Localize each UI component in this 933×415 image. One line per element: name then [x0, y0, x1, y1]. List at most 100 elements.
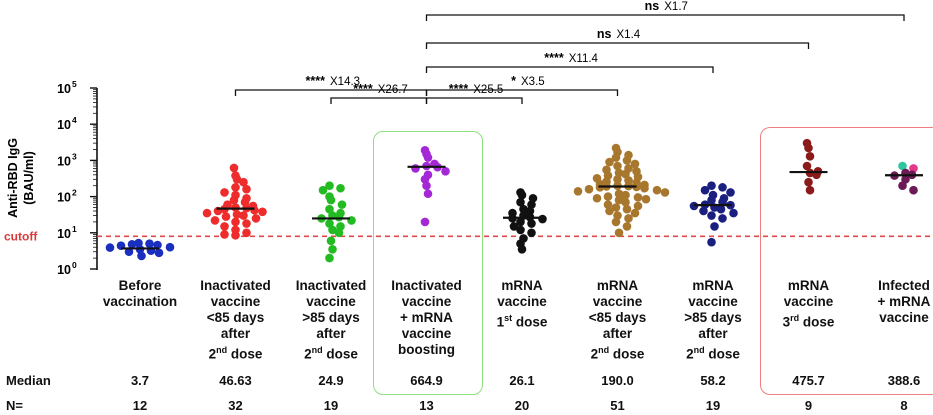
data-point [220, 230, 229, 239]
data-point [337, 200, 347, 209]
data-point [250, 205, 259, 215]
data-point [239, 211, 248, 220]
fold-change-label: X11.4 [569, 53, 599, 65]
data-point [718, 214, 727, 223]
data-point [621, 169, 630, 179]
data-point [726, 188, 735, 197]
data-point [527, 228, 536, 238]
n-value: 19 [323, 398, 339, 413]
significance-label: **** [449, 82, 469, 96]
category-label: mRNA vaccine <85 days after 2nd dose [588, 278, 647, 362]
data-point [527, 219, 536, 228]
data-point [325, 181, 334, 191]
data-point [334, 212, 344, 222]
median-value: 190.0 [601, 373, 634, 388]
data-point [621, 197, 630, 207]
median-value: 58.2 [700, 373, 726, 388]
comparison-bracket [425, 66, 714, 73]
data-point [630, 208, 640, 218]
data-point [258, 207, 267, 217]
y-axis-title: Anti-RBD IgG [6, 138, 20, 218]
data-point [516, 225, 525, 235]
data-point [231, 231, 240, 240]
n-value: 19 [705, 398, 721, 413]
n-value: 13 [419, 398, 434, 413]
n-value: 20 [514, 398, 530, 413]
data-point [707, 211, 716, 220]
median-value: 26.1 [509, 373, 535, 388]
data-point [613, 161, 622, 171]
data-point [614, 195, 624, 205]
y-tick-exponent: 3 [72, 151, 77, 161]
significance-label: * [511, 74, 516, 88]
data-point [229, 163, 239, 173]
data-point [707, 181, 716, 191]
data-point [517, 190, 527, 200]
n-value: 8 [900, 398, 908, 413]
y-tick-label: 10 [57, 118, 71, 132]
data-point [232, 175, 242, 184]
data-point [220, 188, 229, 197]
data-point [614, 228, 624, 238]
median-value: 3.7 [130, 373, 150, 388]
data-point [221, 212, 231, 221]
fold-change-label: X1.4 [617, 29, 641, 41]
data-point [325, 253, 334, 263]
y-tick-exponent: 1 [72, 224, 77, 234]
y-tick-label: 10 [57, 191, 71, 205]
y-tick-label: 10 [57, 82, 71, 96]
data-point [242, 184, 251, 194]
n-value: 51 [610, 398, 625, 413]
data-point [334, 228, 344, 238]
data-point [573, 187, 583, 196]
data-point [124, 247, 134, 257]
category-label: Infected + mRNA vaccine [877, 278, 931, 325]
data-point [729, 208, 738, 218]
data-point [611, 153, 621, 162]
data-point [603, 192, 613, 201]
data-point [231, 217, 240, 227]
data-point [605, 206, 614, 216]
median-value: 388.6 [887, 373, 921, 388]
data-point [325, 219, 334, 228]
n-value: 12 [132, 398, 148, 413]
significance-label: ns [645, 0, 660, 13]
cutoff-label: cutoff [4, 229, 38, 243]
highlight-box-inactivated-boost [373, 131, 483, 395]
data-point [613, 175, 622, 184]
y-tick-label: 10 [57, 263, 71, 277]
data-point [229, 195, 239, 205]
data-point [584, 184, 594, 194]
fold-change-label: X25.5 [473, 84, 503, 96]
fold-change-label: X14.3 [330, 76, 360, 88]
data-point [621, 190, 630, 200]
data-point [640, 183, 649, 193]
data-point [901, 175, 910, 184]
data-point [516, 217, 525, 227]
category-label: Inactivated vaccine + mRNA vaccine boosting [391, 278, 462, 357]
data-point [137, 251, 146, 261]
data-point [707, 237, 716, 247]
data-point [614, 189, 624, 199]
data-point [242, 228, 251, 238]
data-point [633, 193, 643, 202]
y-tick-exponent: 2 [72, 188, 77, 198]
data-point [805, 185, 815, 195]
data-point [105, 243, 115, 252]
data-point [622, 204, 632, 214]
category-label: mRNA vaccine 3rd dose [782, 278, 835, 330]
data-point [411, 164, 420, 173]
data-point [210, 216, 220, 225]
y-axis-units: (BAU/ml) [22, 151, 36, 204]
y-tick-exponent: 5 [72, 79, 77, 89]
comparison-bracket [234, 89, 428, 96]
data-point [326, 195, 336, 205]
data-point [805, 151, 815, 161]
n-value: 9 [804, 398, 813, 413]
data-point [538, 214, 547, 224]
data-point [231, 183, 240, 192]
data-point [898, 181, 907, 191]
data-point [517, 245, 527, 254]
fold-change-label: X1.7 [664, 1, 688, 13]
median-value: 24.9 [318, 373, 344, 388]
